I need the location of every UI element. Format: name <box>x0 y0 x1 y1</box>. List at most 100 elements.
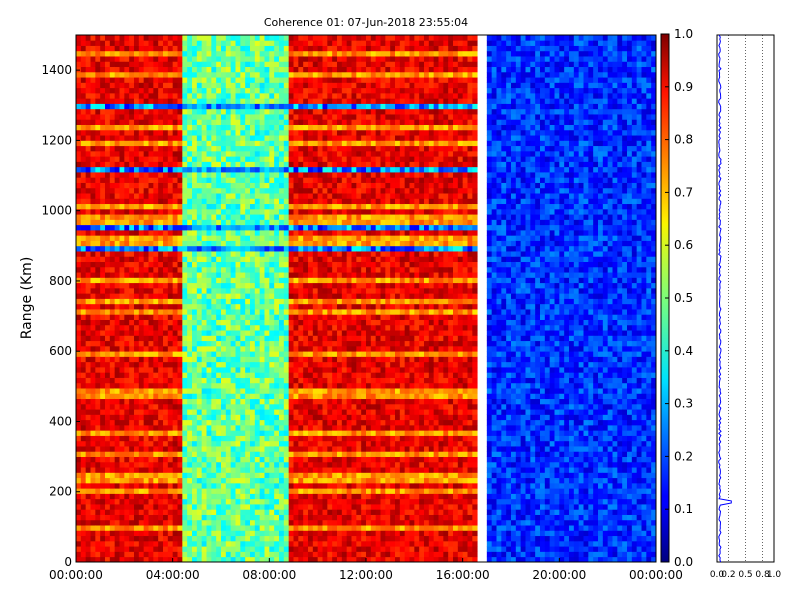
heatmap-cell <box>124 50 130 57</box>
heatmap-cell <box>230 519 236 526</box>
heatmap-cell <box>114 251 120 257</box>
heatmap-cell <box>211 314 217 320</box>
heatmap-cell <box>312 319 319 326</box>
heatmap-cell <box>134 229 140 236</box>
heatmap-cell <box>245 435 251 442</box>
heatmap-cell <box>187 540 193 547</box>
heatmap-cell <box>201 377 207 384</box>
heatmap-cell <box>259 182 265 189</box>
heatmap-cell <box>148 509 154 515</box>
heatmap-cell <box>240 35 246 41</box>
heatmap-cell <box>274 540 280 547</box>
heatmap-cell <box>259 208 265 215</box>
heatmap-cell <box>163 198 169 205</box>
heatmap-cell <box>114 345 120 352</box>
heatmap-cell <box>124 261 130 268</box>
heatmap-cell <box>158 266 164 273</box>
heatmap-cell <box>109 424 116 431</box>
heatmap-cell <box>163 298 169 305</box>
heatmap-cell <box>167 477 174 484</box>
heatmap-cell <box>274 345 280 352</box>
heatmap-cell <box>76 261 82 268</box>
heatmap-cell <box>221 530 227 537</box>
heatmap-cell <box>172 287 178 294</box>
heatmap-cell <box>240 208 246 215</box>
heatmap-cell <box>158 472 164 479</box>
heatmap-cell <box>177 440 183 447</box>
heatmap-cell <box>206 282 212 289</box>
heatmap-cell <box>288 61 294 68</box>
heatmap-cell <box>177 351 183 357</box>
heatmap-cell <box>134 77 140 83</box>
heatmap-cell <box>274 461 280 468</box>
heatmap-cell <box>85 498 91 505</box>
heatmap-cell <box>80 45 87 52</box>
heatmap-cell <box>119 388 125 394</box>
heatmap-cell <box>312 504 319 510</box>
heatmap-cell <box>100 493 106 500</box>
heatmap-cell <box>192 66 198 73</box>
heatmap-cell <box>187 398 193 405</box>
heatmap-cell <box>134 35 140 41</box>
heatmap-cell <box>279 272 285 278</box>
heatmap-cell <box>206 182 212 189</box>
heatmap-cell <box>196 214 203 220</box>
heatmap-cell <box>158 525 164 531</box>
heatmap-cell <box>76 467 82 473</box>
heatmap-cell <box>95 156 101 162</box>
heatmap-cell <box>254 298 261 305</box>
heatmap-cell <box>308 124 314 131</box>
heatmap-cell <box>216 409 222 415</box>
heatmap-cell <box>235 424 241 431</box>
heatmap-cell <box>167 208 174 215</box>
heatmap-cell <box>201 345 207 352</box>
heatmap-cell <box>225 456 232 463</box>
heatmap-cell <box>182 430 188 436</box>
heatmap-cell <box>143 82 149 89</box>
heatmap-cell <box>192 282 198 289</box>
heatmap-cell <box>76 129 82 136</box>
heatmap-cell <box>90 430 96 436</box>
heatmap-cell <box>95 324 101 331</box>
heatmap-cell <box>230 172 236 178</box>
heatmap-cell <box>177 40 183 46</box>
heatmap-cell <box>90 530 96 537</box>
heatmap-cell <box>274 351 280 357</box>
heatmap-cell <box>216 345 222 352</box>
heatmap-cell <box>269 261 275 268</box>
heatmap-cell <box>109 266 116 273</box>
heatmap-cell <box>119 256 125 263</box>
heatmap-cell <box>153 92 159 99</box>
heatmap-cell <box>105 414 111 421</box>
heatmap-cell <box>216 56 222 62</box>
heatmap-cell <box>172 98 178 104</box>
heatmap-cell <box>308 551 314 558</box>
heatmap-cell <box>308 330 314 336</box>
heatmap-cell <box>119 403 125 410</box>
heatmap-cell <box>221 482 227 489</box>
heatmap-cell <box>225 488 232 494</box>
heatmap-cell <box>80 71 87 78</box>
heatmap-cell <box>153 87 159 94</box>
heatmap-cell <box>143 172 149 178</box>
heatmap-cell <box>230 92 236 99</box>
heatmap-cell <box>187 440 193 447</box>
heatmap-cell <box>245 182 251 189</box>
heatmap-cell <box>279 92 285 99</box>
heatmap-cell <box>76 135 82 141</box>
heatmap-cell <box>254 356 261 363</box>
heatmap-cell <box>206 435 212 442</box>
heatmap-cell <box>230 461 236 468</box>
heatmap-cell <box>138 419 145 426</box>
heatmap-cell <box>138 219 145 226</box>
heatmap-cell <box>124 77 130 83</box>
heatmap-cell <box>109 203 116 210</box>
heatmap-cell <box>196 504 203 510</box>
heatmap-cell <box>192 40 198 46</box>
heatmap-cell <box>143 208 149 215</box>
heatmap-cell <box>216 525 222 531</box>
heatmap-cell <box>264 224 270 231</box>
heatmap-cell <box>187 319 193 326</box>
heatmap-cell <box>124 409 130 415</box>
heatmap-cell <box>274 519 280 526</box>
